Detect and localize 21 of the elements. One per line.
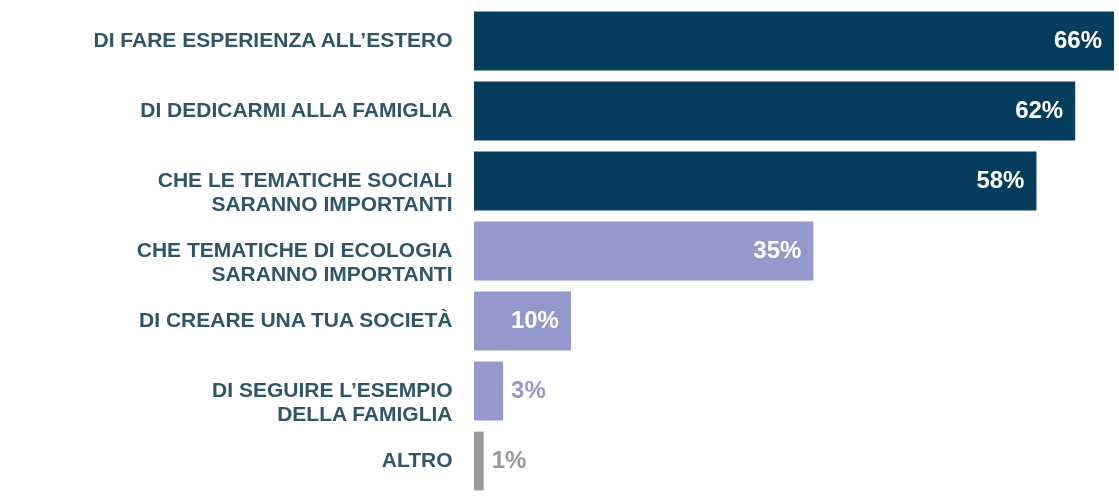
y-tick-label: DI SEGUIRE L’ESEMPIO DELLA FAMIGLIA	[212, 378, 453, 425]
bar	[474, 361, 504, 421]
data-label: 1%	[491, 446, 527, 473]
bar	[474, 81, 1076, 141]
y-tick-label: CHE LE TEMATICHE SOCIALI SARANNO IMPORTANTI	[157, 168, 453, 215]
y-tick-label: DI CREARE UNA TUA SOCIETÀ	[139, 308, 453, 331]
bar	[474, 221, 814, 281]
data-label: 62%	[1015, 96, 1064, 123]
data-label: 3%	[511, 376, 546, 403]
bar	[474, 291, 571, 351]
bar	[474, 11, 1114, 71]
y-tick-label: CHE TEMATICHE DI ECOLOGIA SARANNO IMPORTANTI	[136, 238, 453, 285]
data-label: 10%	[510, 306, 559, 333]
bar	[474, 151, 1037, 211]
bar	[474, 431, 484, 491]
data-label: 66%	[1053, 26, 1102, 53]
y-tick-label: DI DEDICARMI ALLA FAMIGLIA	[140, 98, 453, 121]
y-tick-label: DI FARE ESPERIENZA ALL’ESTERO	[93, 28, 453, 51]
data-label: 35%	[753, 236, 802, 263]
data-label: 58%	[976, 166, 1025, 193]
y-tick-label: ALTRO	[381, 448, 453, 471]
